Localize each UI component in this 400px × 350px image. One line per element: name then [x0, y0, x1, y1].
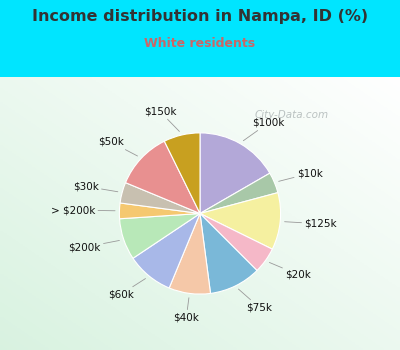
Text: $150k: $150k	[144, 106, 179, 132]
Text: Income distribution in Nampa, ID (%): Income distribution in Nampa, ID (%)	[32, 9, 368, 24]
Text: $50k: $50k	[98, 137, 138, 156]
Wedge shape	[200, 214, 257, 293]
Text: $75k: $75k	[238, 289, 272, 313]
Wedge shape	[133, 214, 200, 288]
Text: $60k: $60k	[108, 279, 146, 300]
Text: $40k: $40k	[173, 298, 199, 322]
Text: $125k: $125k	[284, 219, 337, 229]
Text: $200k: $200k	[68, 240, 120, 252]
Wedge shape	[200, 193, 281, 249]
Text: City-Data.com: City-Data.com	[255, 110, 329, 120]
Text: > $200k: > $200k	[51, 205, 115, 215]
Wedge shape	[120, 183, 200, 214]
Text: $100k: $100k	[243, 118, 285, 141]
Text: White residents: White residents	[144, 37, 256, 50]
Wedge shape	[120, 214, 200, 258]
Wedge shape	[169, 214, 210, 294]
Wedge shape	[119, 203, 200, 219]
Wedge shape	[200, 173, 278, 214]
Wedge shape	[126, 141, 200, 214]
Text: $20k: $20k	[269, 262, 311, 280]
Text: $10k: $10k	[279, 168, 323, 181]
Wedge shape	[200, 133, 270, 214]
Wedge shape	[164, 133, 200, 214]
Text: $30k: $30k	[73, 181, 118, 192]
Wedge shape	[200, 214, 272, 271]
